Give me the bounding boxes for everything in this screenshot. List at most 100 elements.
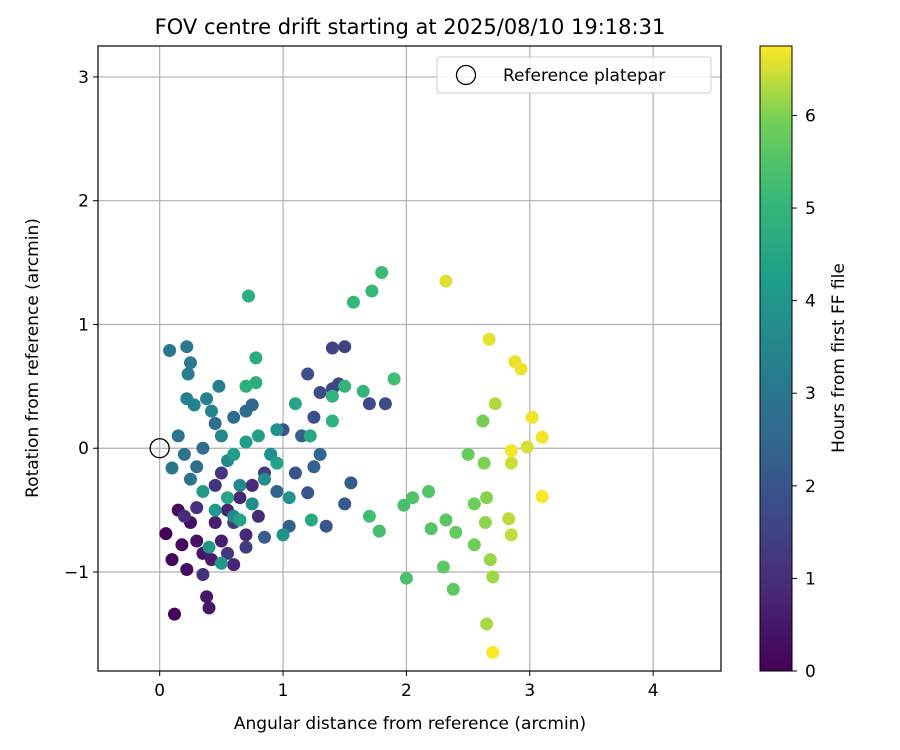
data-point <box>233 478 247 492</box>
data-point <box>436 560 450 574</box>
data-point <box>325 341 339 355</box>
colorbar: 0 1 2 3 4 5 6 Hours from first FF file <box>759 45 849 682</box>
data-point <box>276 528 290 542</box>
y-tick-label: 2 <box>78 192 89 212</box>
data-point <box>184 356 197 370</box>
data-point <box>325 389 339 403</box>
data-point <box>239 379 253 393</box>
data-point <box>535 430 549 444</box>
x-tick-label: 4 <box>648 681 659 701</box>
reference-point <box>149 438 170 459</box>
data-point <box>163 344 177 357</box>
data-point <box>239 528 253 542</box>
data-point <box>520 440 534 454</box>
data-point <box>319 519 333 533</box>
colorbar-tick-label: 5 <box>805 199 816 219</box>
data-point <box>177 447 191 461</box>
data-point <box>233 513 247 527</box>
legend: Reference platepar <box>436 56 712 94</box>
legend-marker <box>455 64 477 86</box>
x-tick-label: 3 <box>524 681 535 701</box>
colorbar-tick-label: 0 <box>805 662 816 682</box>
data-point <box>307 410 321 424</box>
x-tick-label: 1 <box>278 681 289 701</box>
legend-box <box>436 56 712 94</box>
data-point <box>180 340 194 354</box>
data-point <box>467 538 481 552</box>
data-point <box>159 527 173 541</box>
data-point <box>476 414 490 428</box>
data-point <box>190 501 204 515</box>
data-point <box>338 497 352 511</box>
data-point <box>483 553 497 567</box>
colorbar-tick-label: 6 <box>805 106 816 126</box>
colorbar-gradient <box>759 45 793 672</box>
data-point <box>449 525 463 539</box>
data-point <box>397 498 411 512</box>
data-point <box>165 553 179 567</box>
chart-title: FOV centre drift starting at 2025/08/10 … <box>155 15 666 39</box>
data-point <box>184 472 197 486</box>
data-point <box>208 516 222 529</box>
data-point <box>478 516 492 529</box>
y-tick-label: 1 <box>78 315 89 335</box>
data-point <box>375 266 389 279</box>
data-point <box>168 607 181 621</box>
colorbar-tick-label: 1 <box>805 569 816 589</box>
y-axis: −1 0 1 2 3 <box>64 68 98 583</box>
data-point <box>301 367 315 381</box>
data-point <box>504 528 518 542</box>
x-tick-label: 0 <box>154 681 165 701</box>
data-point <box>202 601 216 615</box>
data-point <box>196 568 210 581</box>
data-point <box>258 472 271 486</box>
data-point <box>356 384 370 398</box>
data-point <box>214 556 228 570</box>
data-point <box>227 447 241 461</box>
colorbar-ticks: 0 1 2 3 4 5 6 <box>792 106 816 682</box>
data-point <box>212 379 226 393</box>
data-point <box>399 571 413 585</box>
data-point <box>482 332 496 346</box>
data-point <box>486 570 500 584</box>
data-point <box>221 546 234 560</box>
data-point <box>245 497 259 511</box>
data-point <box>245 478 259 492</box>
data-point <box>221 491 234 505</box>
data-point <box>525 410 539 424</box>
data-point <box>200 590 214 604</box>
data-point <box>208 503 222 517</box>
data-point <box>171 429 185 443</box>
data-point <box>461 447 475 461</box>
y-tick-label: 3 <box>78 68 89 88</box>
data-point <box>282 491 296 505</box>
colorbar-label: Hours from first FF file <box>829 263 849 453</box>
data-point <box>304 513 318 527</box>
data-point <box>446 582 460 596</box>
data-point <box>514 362 528 376</box>
data-point <box>214 429 228 443</box>
data-point <box>227 558 241 572</box>
data-point <box>239 404 253 418</box>
data-point <box>504 456 518 470</box>
data-point <box>175 538 189 552</box>
data-point <box>362 397 376 411</box>
data-point <box>270 423 284 437</box>
data-point <box>477 456 491 470</box>
y-tick-label: 0 <box>78 439 89 459</box>
data-point <box>488 397 502 411</box>
data-point <box>480 617 494 631</box>
data-point <box>387 372 401 386</box>
x-axis-label: Angular distance from reference (arcmin) <box>234 714 586 734</box>
data-point <box>535 490 549 503</box>
data-point <box>190 460 204 474</box>
data-point <box>196 441 210 455</box>
data-point <box>251 429 265 443</box>
data-point <box>502 512 516 526</box>
data-point <box>480 491 494 505</box>
data-point <box>249 376 263 390</box>
data-point <box>180 392 194 406</box>
colorbar-tick-label: 3 <box>805 384 816 404</box>
data-point <box>362 509 376 523</box>
